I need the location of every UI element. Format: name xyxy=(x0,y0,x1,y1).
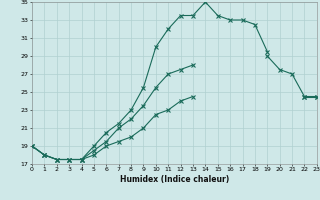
X-axis label: Humidex (Indice chaleur): Humidex (Indice chaleur) xyxy=(120,175,229,184)
